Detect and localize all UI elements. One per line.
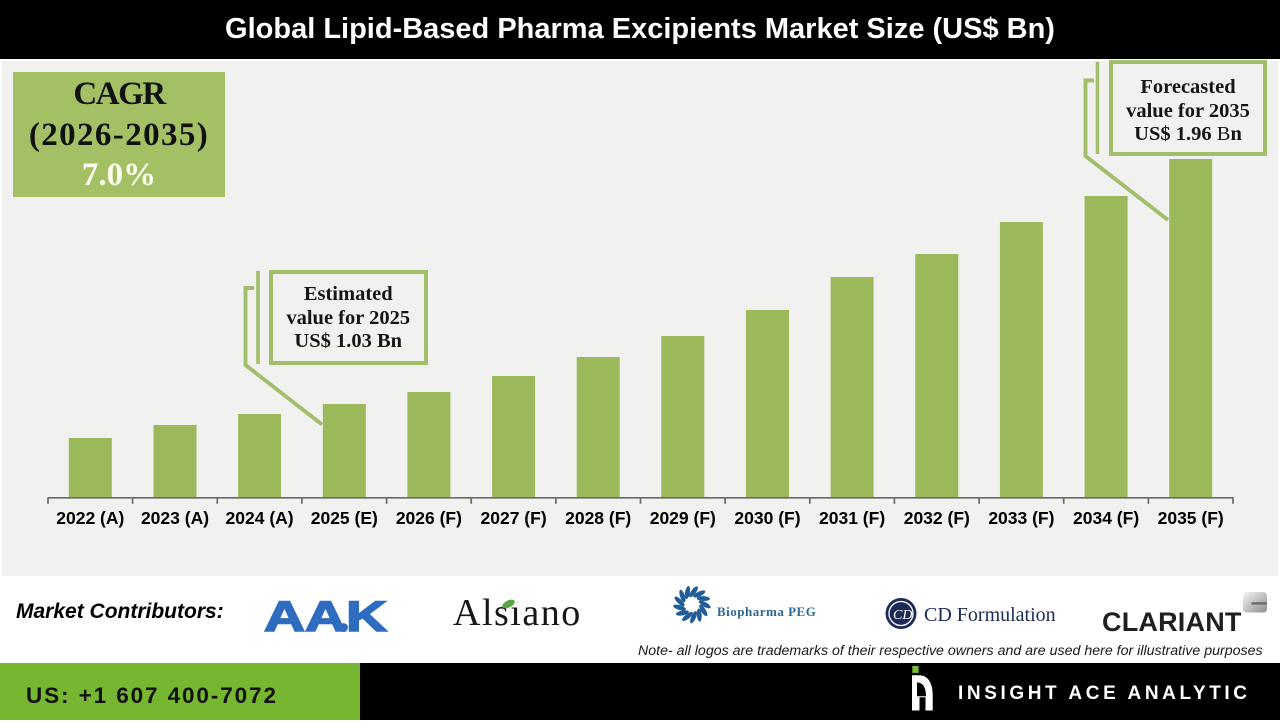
svg-text:CD Formulation: CD Formulation [924, 604, 1056, 626]
svg-text:CD: CD [893, 608, 912, 623]
svg-text:AAK: AAK [264, 592, 387, 641]
svg-text:CLARIANT: CLARIANT [1102, 607, 1242, 637]
svg-text:Alsiano: Alsiano [453, 592, 582, 634]
svg-text:Biopharma PEG: Biopharma PEG [717, 604, 816, 619]
